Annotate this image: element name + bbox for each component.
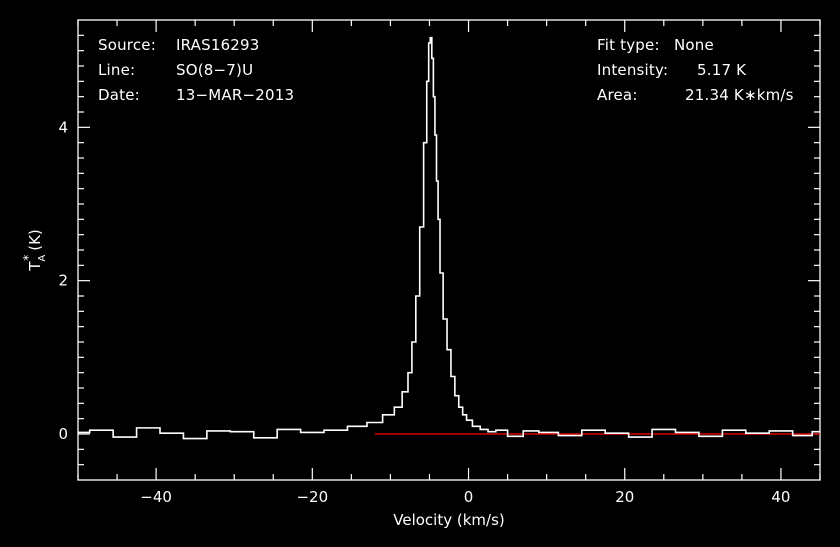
spectrum-line [78,36,820,440]
y-tick-label: 0 [58,425,68,443]
axis-tick-labels: −40 −20 0 20 40 0 2 4 [58,118,790,506]
y-axis-label-sup: * [21,255,35,261]
x-tick-label: −40 [140,488,172,506]
source-label: Source: [98,36,156,54]
area-value: 21.34 K∗km/s [685,86,794,104]
y-tick-label: 4 [58,118,68,136]
area-label: Area: [597,86,638,104]
series-layer [78,36,820,440]
intensity-value: 5.17 K [697,61,747,79]
fit-type-label: Fit type: [597,36,660,54]
line-label: Line: [98,61,136,79]
y-tick-label: 2 [58,272,68,290]
source-value: IRAS16293 [176,36,260,54]
x-tick-label: 0 [464,488,474,506]
x-tick-label: −20 [296,488,328,506]
axis-ticks [77,20,821,480]
y-axis-label-main: T [26,261,44,272]
y-axis-label-unit: (K) [26,229,44,251]
x-tick-label: 20 [615,488,634,506]
intensity-label: Intensity: [597,61,669,79]
fit-type-value: None [674,36,714,54]
date-value: 13−MAR−2013 [176,86,295,104]
y-axis-label: TA* (K) [21,229,48,272]
date-label: Date: [98,86,140,104]
x-tick-label: 40 [771,488,790,506]
x-axis-label: Velocity (km/s) [393,511,504,529]
y-axis-label-sub: A [37,255,48,262]
line-value: SO(8−7)U [176,61,254,79]
